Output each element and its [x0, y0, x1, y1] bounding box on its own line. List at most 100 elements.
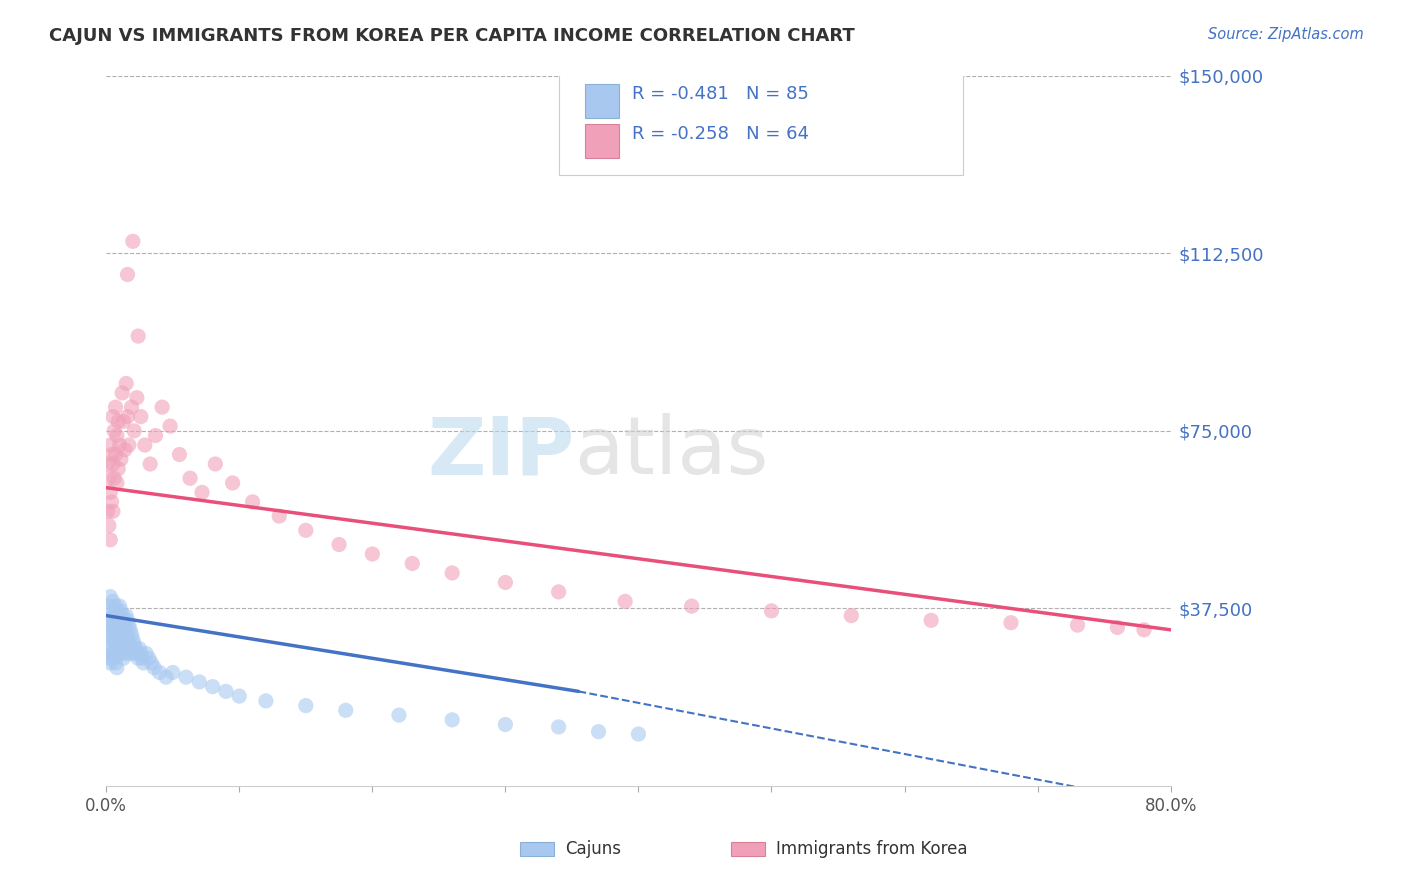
Point: [98, 533, 121, 547]
Point: [101, 651, 124, 665]
Point: [103, 471, 125, 485]
Point: [761, 604, 783, 618]
Point: [101, 457, 124, 471]
Point: [401, 557, 423, 571]
Point: [104, 599, 127, 614]
Point: [97, 651, 120, 665]
Text: atlas: atlas: [575, 413, 769, 491]
Point: [120, 623, 142, 637]
Point: [494, 717, 516, 731]
Point: [614, 594, 637, 608]
Point: [101, 504, 124, 518]
Point: [125, 647, 148, 661]
FancyBboxPatch shape: [558, 69, 963, 175]
Point: [117, 632, 139, 647]
Point: [441, 713, 464, 727]
Point: [328, 537, 350, 551]
Point: [118, 637, 141, 651]
Point: [122, 424, 145, 438]
Point: [111, 608, 134, 623]
Point: [588, 724, 610, 739]
Point: [97, 518, 120, 533]
Point: [97, 504, 120, 518]
Point: [111, 386, 134, 401]
Point: [388, 708, 411, 723]
Point: [103, 647, 125, 661]
Point: [105, 604, 128, 618]
Point: [107, 647, 129, 661]
Point: [150, 400, 173, 414]
Point: [110, 452, 132, 467]
Point: [124, 641, 146, 656]
Point: [121, 235, 143, 249]
Point: [117, 409, 139, 424]
Point: [105, 428, 128, 442]
Point: [105, 661, 128, 675]
Point: [108, 618, 131, 632]
Point: [494, 575, 516, 590]
Point: [179, 471, 201, 485]
Point: [121, 647, 143, 661]
Point: [100, 448, 122, 462]
Point: [100, 647, 122, 661]
Point: [114, 618, 136, 632]
Point: [129, 647, 152, 661]
Point: [335, 703, 357, 717]
Point: [110, 604, 132, 618]
Point: [97, 599, 120, 614]
Point: [547, 720, 569, 734]
Point: [110, 623, 132, 637]
Point: [121, 627, 143, 641]
Point: [839, 608, 862, 623]
Point: [110, 641, 132, 656]
Point: [174, 670, 197, 684]
Point: [97, 457, 120, 471]
Point: [114, 442, 136, 457]
Point: [138, 651, 160, 665]
Point: [204, 457, 226, 471]
Point: [125, 391, 148, 405]
Point: [104, 637, 127, 651]
Point: [1066, 618, 1088, 632]
Point: [221, 475, 243, 490]
Point: [547, 585, 569, 599]
Point: [139, 457, 162, 471]
Point: [104, 618, 127, 632]
Point: [269, 509, 291, 524]
Point: [101, 594, 124, 608]
Point: [97, 471, 120, 485]
Point: [104, 400, 127, 414]
Point: [97, 627, 120, 641]
Point: [115, 627, 138, 641]
Point: [107, 414, 129, 428]
Point: [920, 613, 942, 627]
Point: [117, 268, 139, 282]
Point: [115, 647, 138, 661]
Point: [148, 665, 170, 680]
Point: [100, 604, 122, 618]
Point: [159, 419, 181, 434]
Point: [132, 656, 155, 670]
Point: [107, 608, 129, 623]
Point: [97, 641, 120, 656]
Text: Source: ZipAtlas.com: Source: ZipAtlas.com: [1208, 27, 1364, 42]
Point: [111, 647, 134, 661]
Point: [108, 438, 131, 452]
Point: [101, 613, 124, 627]
Point: [162, 665, 184, 680]
Text: ZIP: ZIP: [427, 413, 575, 491]
Point: [108, 599, 131, 614]
Point: [98, 485, 121, 500]
Point: [114, 637, 136, 651]
Point: [107, 627, 129, 641]
Point: [627, 727, 650, 741]
Point: [127, 329, 149, 343]
Point: [100, 495, 122, 509]
Point: [128, 641, 150, 656]
Point: [104, 656, 127, 670]
Point: [129, 409, 152, 424]
Point: [143, 661, 166, 675]
Point: [295, 698, 318, 713]
Point: [117, 613, 139, 627]
Point: [145, 428, 167, 442]
